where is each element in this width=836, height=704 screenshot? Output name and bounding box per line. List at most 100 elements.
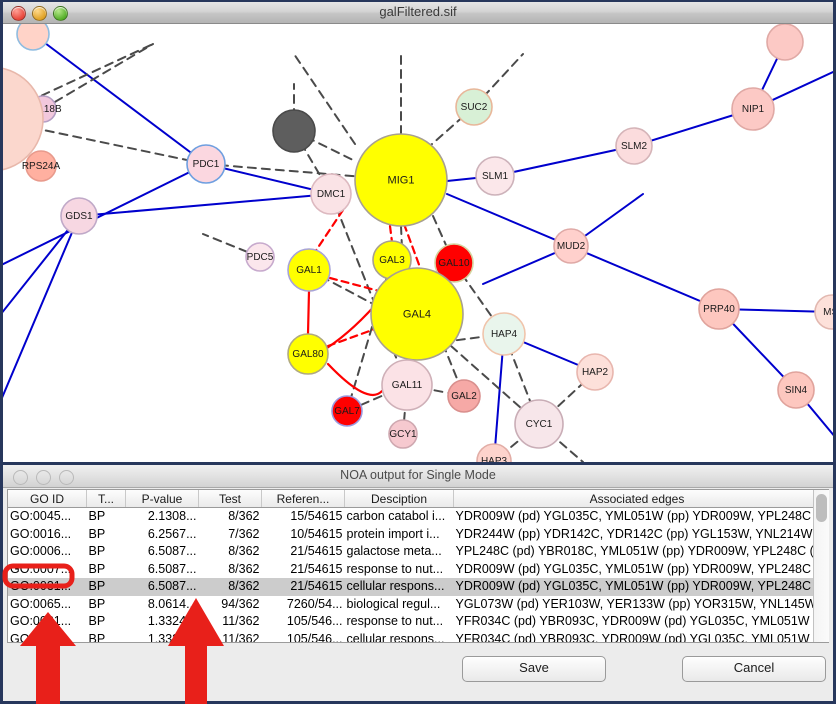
node-circle[interactable] — [698, 288, 740, 330]
node-circle[interactable] — [331, 395, 363, 427]
network-node-suc2[interactable]: SUC2 — [455, 88, 493, 126]
node-label: GAL7 — [334, 406, 360, 417]
network-node-msi[interactable]: MSI — [814, 294, 833, 330]
node-circle[interactable] — [310, 173, 352, 215]
network-node-slm1[interactable]: SLM1 — [475, 156, 515, 196]
node-circle[interactable] — [434, 243, 474, 283]
network-node-rps24a[interactable]: RPS24A — [22, 150, 61, 182]
network-node-prp40[interactable]: PRP40 — [698, 288, 740, 330]
network-canvas[interactable]: RPL18B RPS24A GDS1 PDC1 DMC1 PDC5 SUC2 MIG1 SLM1… — [3, 24, 833, 462]
noa-titlebar[interactable]: NOA output for Single Mode — [3, 465, 833, 488]
network-node-top_right[interactable] — [766, 24, 804, 61]
minimize-button[interactable] — [36, 470, 51, 485]
column-header-type[interactable]: T... — [86, 490, 126, 508]
node-circle[interactable] — [476, 443, 512, 462]
network-node-hap3[interactable]: HAP3 — [476, 443, 512, 462]
cell-associated-edges: YFR034C (pd) YBR093C, YDR009W (pd) YGL03… — [455, 614, 821, 628]
table-vertical-scrollbar[interactable] — [813, 490, 829, 642]
network-node-gal10[interactable]: GAL10 — [434, 243, 474, 283]
network-node-nip1[interactable]: NIP1 — [731, 87, 775, 131]
network-node-gal3[interactable]: GAL3 — [372, 240, 412, 280]
node-circle[interactable] — [615, 127, 653, 165]
network-node-top_left[interactable] — [16, 24, 50, 51]
node-circle[interactable] — [354, 133, 448, 227]
node-circle[interactable] — [777, 371, 815, 409]
node-circle[interactable] — [455, 88, 493, 126]
node-circle[interactable] — [287, 248, 331, 292]
window-controls[interactable] — [11, 6, 68, 21]
network-node-hap2[interactable]: HAP2 — [576, 353, 614, 391]
noa-window-controls[interactable] — [13, 470, 74, 485]
network-node-gray[interactable] — [272, 109, 316, 153]
scrollbar-thumb[interactable] — [816, 494, 827, 522]
node-circle[interactable] — [186, 144, 226, 184]
network-node-mig1[interactable]: MIG1 — [354, 133, 448, 227]
network-node-gal7[interactable]: GAL7 — [331, 395, 363, 427]
node-circle[interactable] — [60, 197, 98, 235]
node-circle[interactable] — [245, 242, 275, 272]
node-circle[interactable] — [766, 24, 804, 61]
column-header-test[interactable]: Test — [198, 490, 262, 508]
cell-pvalue: 6.5087... — [125, 578, 199, 596]
network-node-hap4[interactable]: HAP4 — [482, 312, 526, 356]
table-row[interactable]: GO:0031... BP 1.3324... 11/362 105/546... cel… — [8, 631, 821, 643]
node-circle[interactable] — [814, 294, 833, 330]
node-circle[interactable] — [576, 353, 614, 391]
column-header-description[interactable]: Desciption — [344, 490, 454, 508]
node-circle[interactable] — [553, 228, 589, 264]
node-circle[interactable] — [482, 312, 526, 356]
cancel-button[interactable]: Cancel — [682, 656, 826, 682]
node-circle[interactable] — [447, 379, 481, 413]
node-circle[interactable] — [25, 150, 57, 182]
network-graph[interactable]: RPL18B RPS24A GDS1 PDC1 DMC1 PDC5 SUC2 MIG1 SLM1… — [3, 24, 833, 462]
column-header-go-id[interactable]: GO ID — [8, 490, 87, 508]
node-circle[interactable] — [514, 399, 564, 449]
node-circle[interactable] — [272, 109, 316, 153]
node-circle[interactable] — [16, 24, 50, 51]
close-button[interactable] — [11, 6, 26, 21]
network-node-mud2[interactable]: MUD2 — [553, 228, 589, 264]
network-node-gal80[interactable]: GAL80 — [287, 333, 329, 375]
node-circle[interactable] — [731, 87, 775, 131]
column-header-pvalue[interactable]: P-value — [125, 490, 199, 508]
edge-highlight-dashed — [326, 327, 377, 348]
table-row[interactable]: GO:0031... BP 1.3324... 11/362 105/546... res… — [8, 613, 821, 631]
table-row[interactable]: GO:0065... BP 8.0614... 94/362 7260/54... bio… — [8, 596, 821, 614]
network-node-dmc1[interactable]: DMC1 — [310, 173, 352, 215]
node-circle[interactable] — [3, 67, 44, 171]
minimize-button[interactable] — [32, 6, 47, 21]
network-node-gal1[interactable]: GAL1 — [287, 248, 331, 292]
node-circle[interactable] — [370, 267, 464, 361]
table-row[interactable]: GO:0031... BP 6.5087... 8/362 21/54615 cellul… — [8, 578, 821, 596]
noa-results-table-container[interactable]: GO ID T... P-value Test Referen... Desci… — [7, 489, 829, 643]
network-node-slm2[interactable]: SLM2 — [615, 127, 653, 165]
table-row[interactable]: GO:0006... BP 6.5087... 8/362 21/54615 galact… — [8, 543, 821, 561]
zoom-button[interactable] — [53, 6, 68, 21]
table-row[interactable]: GO:0016... BP 6.2567... 7/362 10/54615 protei… — [8, 526, 821, 544]
column-header-associated-edges[interactable]: Associated edges — [453, 490, 821, 508]
table-body: GO:0045... BP 2.1308... 8/362 15/54615 carbon… — [8, 508, 821, 643]
network-node-big_left[interactable] — [3, 67, 44, 171]
network-node-gcy1[interactable]: GCY1 — [388, 419, 418, 449]
save-button[interactable]: Save — [462, 656, 606, 682]
table-row[interactable]: GO:0045... BP 2.1308... 8/362 15/54615 carbon… — [8, 508, 821, 526]
close-button[interactable] — [13, 470, 28, 485]
network-titlebar[interactable]: galFiltered.sif — [3, 2, 833, 24]
node-circle[interactable] — [381, 359, 433, 411]
network-node-gds1[interactable]: GDS1 — [60, 197, 98, 235]
node-circle[interactable] — [287, 333, 329, 375]
column-header-reference[interactable]: Referen... — [261, 490, 345, 508]
network-node-gal2[interactable]: GAL2 — [447, 379, 481, 413]
network-node-pdc1[interactable]: PDC1 — [186, 144, 226, 184]
node-circle[interactable] — [388, 419, 418, 449]
network-node-pdc5[interactable]: PDC5 — [245, 242, 275, 272]
table-row[interactable]: GO:0007... BP 6.5087... 8/362 21/54615 respon… — [8, 561, 821, 579]
node-circle[interactable] — [475, 156, 515, 196]
network-node-sin4[interactable]: SIN4 — [777, 371, 815, 409]
network-node-cyc1[interactable]: CYC1 — [514, 399, 564, 449]
nodes-layer[interactable]: RPL18B RPS24A GDS1 PDC1 DMC1 PDC5 SUC2 MIG1 SLM1… — [3, 24, 833, 462]
edge-pp — [78, 193, 332, 217]
network-node-gal4[interactable]: GAL4 — [370, 267, 464, 361]
zoom-button[interactable] — [59, 470, 74, 485]
network-node-gal11[interactable]: GAL11 — [381, 359, 433, 411]
